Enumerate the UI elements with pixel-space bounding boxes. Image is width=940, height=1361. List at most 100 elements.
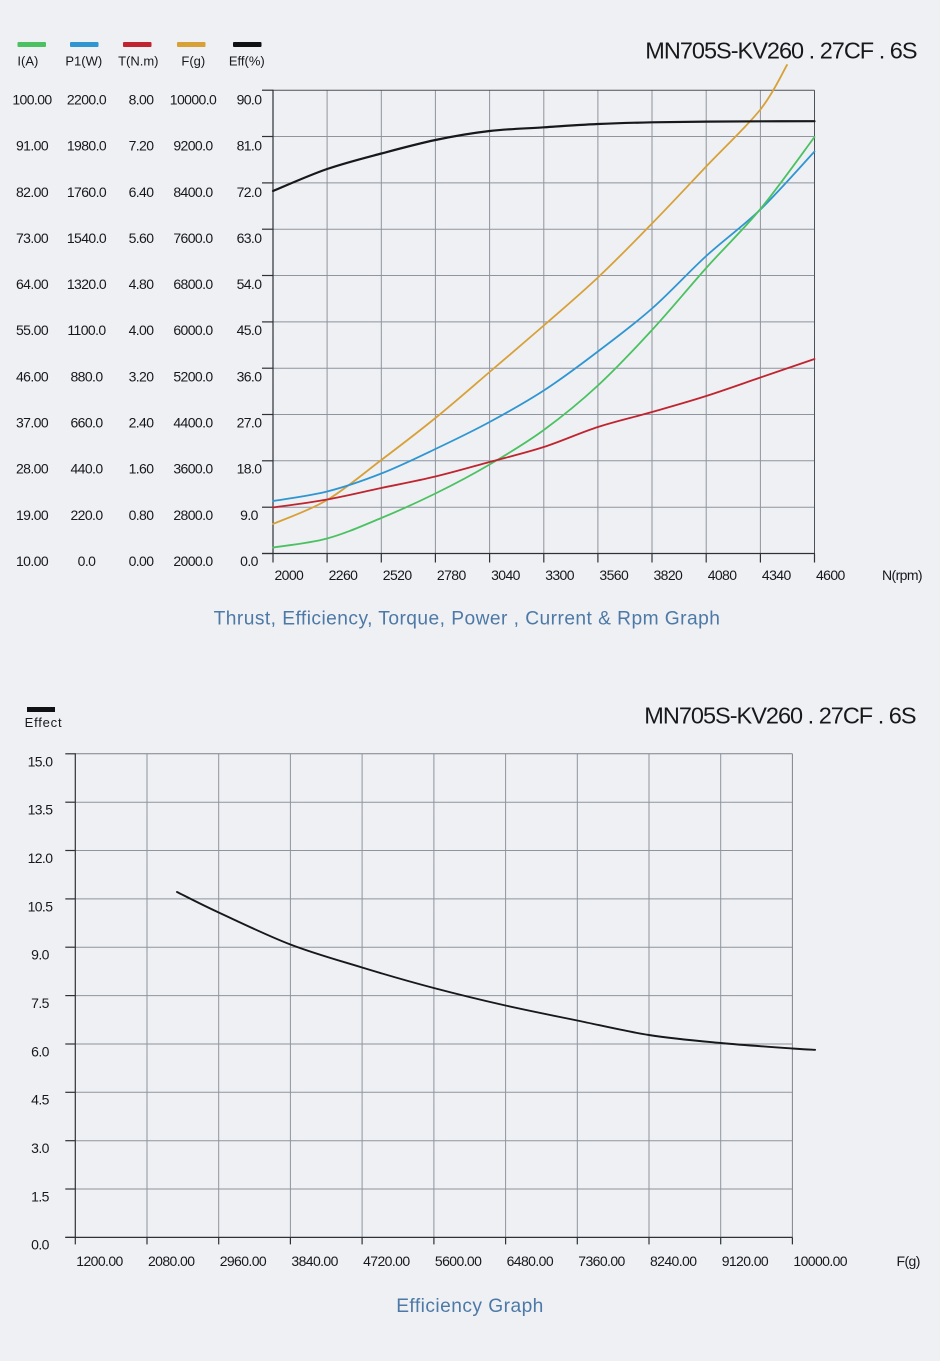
svg-text:2520: 2520: [383, 567, 413, 583]
svg-text:46.00: 46.00: [16, 368, 49, 384]
svg-text:13.5: 13.5: [28, 802, 54, 818]
svg-text:36.0: 36.0: [237, 368, 263, 384]
svg-text:3840.00: 3840.00: [291, 1253, 338, 1269]
svg-text:7600.0: 7600.0: [173, 230, 213, 246]
svg-text:6480.00: 6480.00: [507, 1253, 554, 1269]
svg-text:220.0: 220.0: [70, 507, 103, 523]
svg-text:90.0: 90.0: [237, 92, 263, 108]
svg-text:880.0: 880.0: [70, 368, 103, 384]
svg-text:3.20: 3.20: [129, 368, 155, 384]
svg-text:2080.00: 2080.00: [148, 1253, 195, 1269]
svg-text:3300: 3300: [545, 567, 575, 583]
svg-text:1540.0: 1540.0: [67, 230, 107, 246]
svg-text:55.00: 55.00: [16, 322, 49, 338]
svg-text:63.0: 63.0: [237, 230, 263, 246]
svg-text:27.0: 27.0: [237, 415, 263, 431]
svg-text:12.0: 12.0: [28, 850, 54, 866]
svg-text:2000.0: 2000.0: [173, 553, 213, 569]
svg-text:4340: 4340: [762, 567, 792, 583]
svg-text:660.0: 660.0: [70, 415, 103, 431]
svg-text:4.80: 4.80: [129, 276, 155, 292]
svg-text:Thrust, Efficiency, Torque, Po: Thrust, Efficiency, Torque, Power , Curr…: [214, 608, 721, 629]
svg-text:8.00: 8.00: [129, 92, 155, 108]
svg-text:3560: 3560: [599, 567, 629, 583]
svg-text:8400.0: 8400.0: [173, 184, 213, 200]
svg-text:F(g): F(g): [897, 1253, 920, 1269]
svg-text:28.00: 28.00: [16, 461, 49, 477]
svg-text:T(N.m): T(N.m): [118, 53, 158, 68]
svg-text:37.00: 37.00: [16, 415, 49, 431]
svg-text:MN705S-KV260 . 27CF . 6S: MN705S-KV260 . 27CF . 6S: [644, 703, 916, 729]
svg-text:7.20: 7.20: [129, 138, 155, 154]
svg-text:15.0: 15.0: [28, 753, 54, 769]
svg-text:1320.0: 1320.0: [67, 276, 107, 292]
svg-text:P1(W): P1(W): [65, 53, 102, 68]
svg-text:100.00: 100.00: [12, 92, 52, 108]
svg-text:0.0: 0.0: [31, 1237, 49, 1253]
svg-text:73.00: 73.00: [16, 230, 49, 246]
svg-text:4720.00: 4720.00: [363, 1253, 410, 1269]
svg-text:4.00: 4.00: [129, 322, 155, 338]
svg-text:2.40: 2.40: [129, 415, 155, 431]
svg-text:3600.0: 3600.0: [173, 461, 213, 477]
svg-text:I(A): I(A): [17, 53, 38, 68]
svg-text:0.0: 0.0: [240, 553, 258, 569]
svg-text:6.0: 6.0: [31, 1043, 49, 1059]
svg-text:1760.0: 1760.0: [67, 184, 107, 200]
svg-text:18.0: 18.0: [237, 461, 263, 477]
svg-text:9120.00: 9120.00: [722, 1253, 769, 1269]
svg-text:3040: 3040: [491, 567, 521, 583]
svg-text:2260: 2260: [329, 567, 359, 583]
svg-text:6800.0: 6800.0: [173, 276, 213, 292]
svg-text:10.5: 10.5: [28, 898, 54, 914]
svg-text:4400.0: 4400.0: [173, 415, 213, 431]
svg-text:1.60: 1.60: [129, 461, 155, 477]
svg-text:Effect: Effect: [25, 715, 63, 730]
svg-text:7360.00: 7360.00: [578, 1253, 625, 1269]
svg-text:2780: 2780: [437, 567, 467, 583]
svg-text:82.00: 82.00: [16, 184, 49, 200]
svg-text:7.5: 7.5: [31, 995, 49, 1011]
svg-text:9200.0: 9200.0: [173, 138, 213, 154]
svg-text:4600: 4600: [816, 567, 846, 583]
svg-text:1.5: 1.5: [31, 1188, 49, 1204]
svg-text:N(rpm): N(rpm): [882, 567, 922, 583]
svg-text:10000.0: 10000.0: [170, 92, 217, 108]
svg-text:4.5: 4.5: [31, 1092, 49, 1108]
svg-text:2200.0: 2200.0: [67, 92, 107, 108]
svg-text:64.00: 64.00: [16, 276, 49, 292]
svg-text:10000.00: 10000.00: [793, 1253, 847, 1269]
svg-text:5.60: 5.60: [129, 230, 155, 246]
svg-text:3820: 3820: [654, 567, 684, 583]
svg-text:2960.00: 2960.00: [220, 1253, 267, 1269]
svg-text:2800.0: 2800.0: [173, 507, 213, 523]
svg-text:F(g): F(g): [181, 53, 205, 68]
svg-text:440.0: 440.0: [70, 461, 103, 477]
svg-text:8240.00: 8240.00: [650, 1253, 697, 1269]
svg-text:81.0: 81.0: [237, 138, 263, 154]
svg-text:1980.0: 1980.0: [67, 138, 107, 154]
svg-text:6000.0: 6000.0: [173, 322, 213, 338]
svg-text:4080: 4080: [708, 567, 738, 583]
svg-text:6.40: 6.40: [129, 184, 155, 200]
svg-text:MN705S-KV260 . 27CF . 6S: MN705S-KV260 . 27CF . 6S: [645, 38, 917, 64]
svg-text:5200.0: 5200.0: [173, 368, 213, 384]
svg-text:91.00: 91.00: [16, 138, 49, 154]
svg-text:19.00: 19.00: [16, 507, 49, 523]
svg-text:9.0: 9.0: [240, 507, 258, 523]
svg-text:0.00: 0.00: [129, 553, 155, 569]
svg-text:54.0: 54.0: [237, 276, 263, 292]
svg-text:2000: 2000: [275, 567, 305, 583]
svg-text:5600.00: 5600.00: [435, 1253, 482, 1269]
svg-text:10.00: 10.00: [16, 553, 49, 569]
svg-text:72.0: 72.0: [237, 184, 263, 200]
svg-text:Eff(%): Eff(%): [229, 53, 265, 68]
svg-text:0.80: 0.80: [129, 507, 155, 523]
svg-text:0.0: 0.0: [78, 553, 96, 569]
svg-text:9.0: 9.0: [31, 947, 49, 963]
svg-text:45.0: 45.0: [237, 322, 263, 338]
svg-text:1200.00: 1200.00: [76, 1253, 123, 1269]
svg-text:1100.0: 1100.0: [67, 322, 106, 338]
svg-text:3.0: 3.0: [31, 1140, 49, 1156]
svg-text:Efficiency Graph: Efficiency Graph: [396, 1296, 544, 1317]
